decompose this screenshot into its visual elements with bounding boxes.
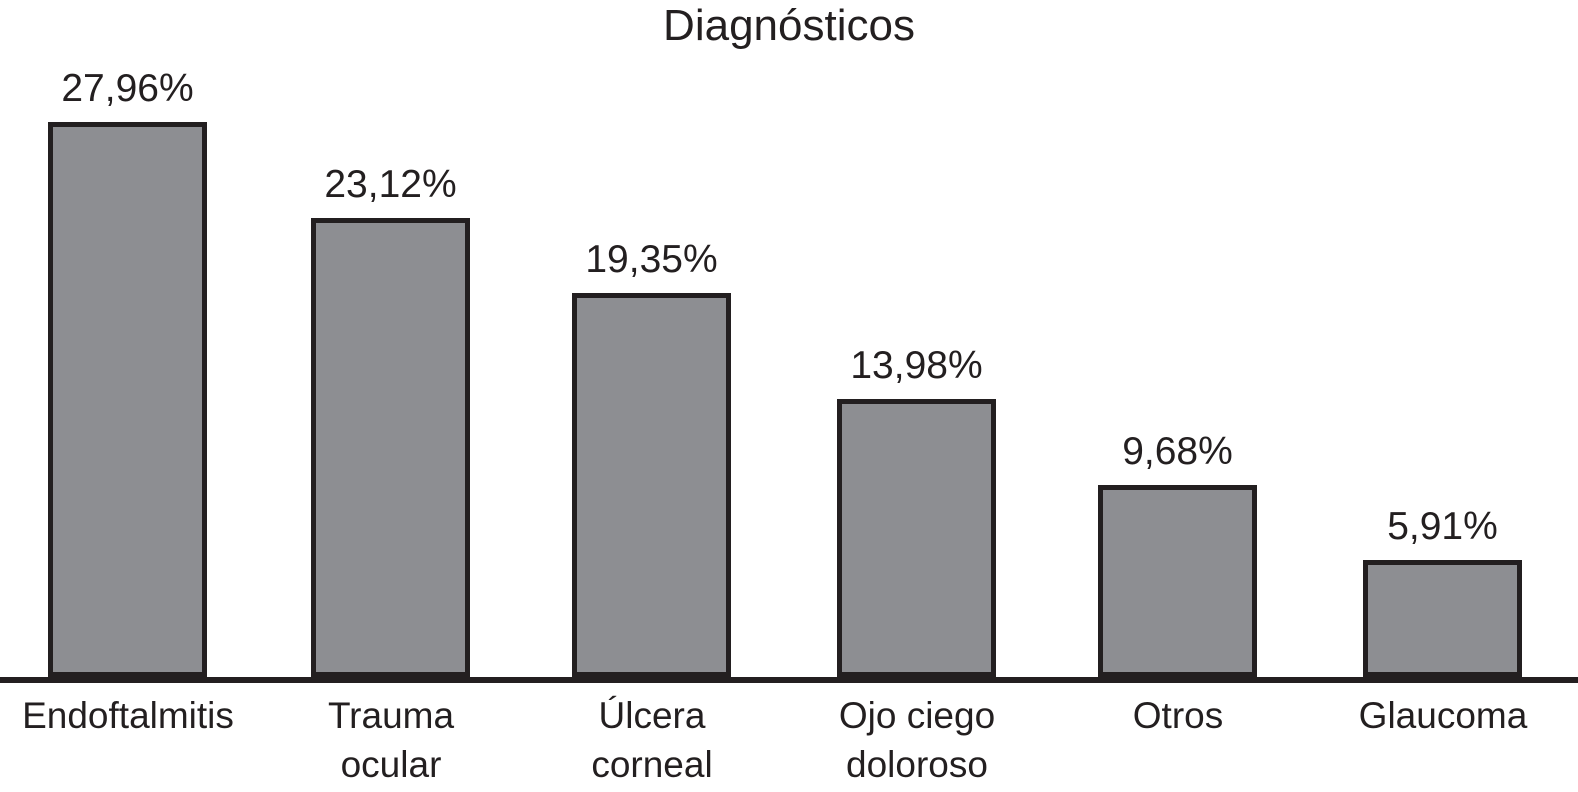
x-tick-endoftalmitis: Endoftalmitis (22, 695, 234, 736)
bar-value-label: 23,12% (324, 163, 457, 206)
bar-ulcera-corneal (572, 293, 731, 677)
bar-column-ojo-ciego-doloroso: 13,98% (837, 344, 996, 677)
chart-title: Diagnósticos (663, 1, 915, 50)
x-tick-otros: Otros (1132, 695, 1224, 736)
x-tick-ulcera-corneal: Úlcera corneal (591, 695, 713, 785)
bar-column-endoftalmitis: 27,96% (48, 67, 207, 677)
bar-trauma-ocular (311, 218, 470, 677)
bar-value-label: 13,98% (850, 344, 983, 387)
x-axis-line (0, 677, 1578, 683)
bar-value-label: 5,91% (1387, 505, 1498, 548)
bar-column-trauma-ocular: 23,12% (311, 163, 470, 677)
bar-column-ulcera-corneal: 19,35% (572, 238, 731, 677)
x-tick-ojo-ciego-doloroso: Ojo ciego doloroso (838, 695, 996, 785)
x-tick-trauma-ocular: Trauma ocular (327, 695, 455, 785)
bar-value-label: 19,35% (585, 238, 718, 281)
bar-column-glaucoma: 5,91% (1363, 505, 1522, 677)
x-tick-glaucoma: Glaucoma (1358, 695, 1528, 736)
bar-value-label: 9,68% (1122, 430, 1233, 473)
bar-endoftalmitis (48, 122, 207, 677)
bar-otros (1098, 485, 1257, 677)
bar-value-label: 27,96% (61, 67, 194, 110)
bar-column-otros: 9,68% (1098, 430, 1257, 677)
bar-ojo-ciego-doloroso (837, 399, 996, 677)
bar-glaucoma (1363, 560, 1522, 677)
